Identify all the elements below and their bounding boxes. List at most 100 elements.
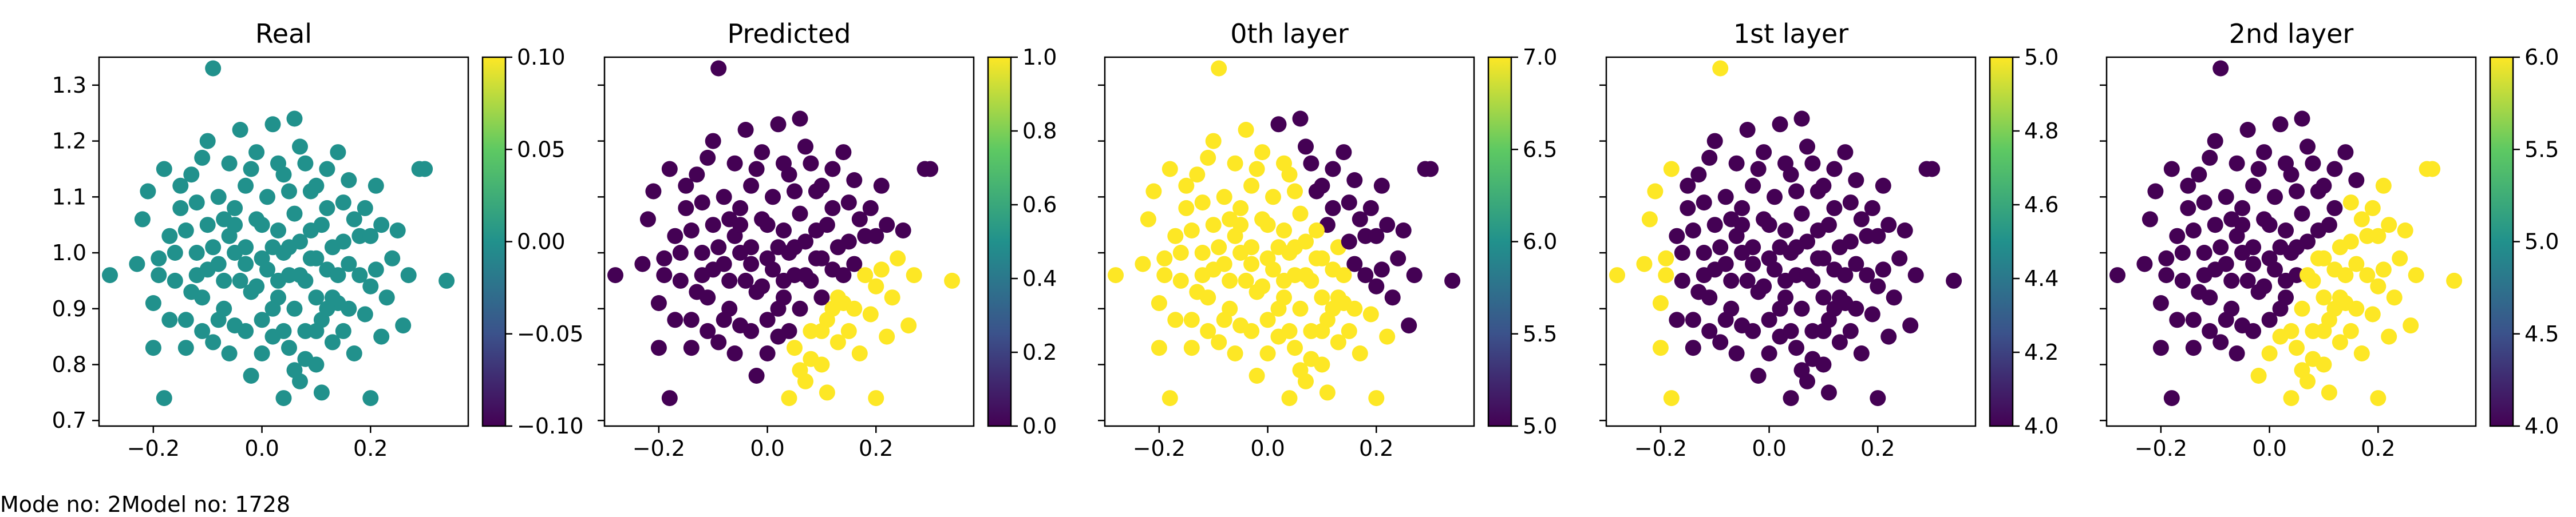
scatter-point [2207,217,2223,233]
scatter-point [672,245,689,261]
scatter-point [1658,267,1674,284]
scatter-point [1783,390,1799,407]
scatter-point [1745,177,1761,194]
scatter-point [2267,189,2283,205]
scatter-point [1831,289,1848,306]
scatter-point [2326,200,2343,216]
scatter-point [145,295,161,311]
scatter-point [1325,161,1341,177]
colorbar-tick-label: 6.0 [2524,45,2559,70]
x-tick-label: 0.0 [1250,436,1285,461]
scatter-point [1793,300,1810,317]
colorbar-tick-label: 1.0 [1022,45,1057,70]
scatter-point [1837,144,1854,161]
scatter-point [341,256,357,272]
scatter-point [1379,217,1396,233]
x-tick-label: −0.2 [1133,436,1186,461]
scatter-point [357,306,373,323]
colorbar-tick-label: −0.05 [517,321,583,347]
scatter-point [1232,200,1249,216]
scatter-point [1205,133,1222,149]
scatter-point [1357,267,1374,284]
scatter-point [710,239,727,256]
scatter-point [759,312,776,328]
scatter-point [1292,110,1309,127]
scatter-point [1298,267,1314,284]
scatter-point [1211,334,1227,351]
scatter-point [835,267,852,284]
scatter-point [129,256,145,272]
scatter-point [275,323,292,339]
scatter-point [1696,194,1712,211]
colorbar-tick-label: 5.5 [2524,137,2559,162]
scatter-point [1777,155,1793,172]
scatter-point [210,189,227,205]
scatter-point [721,272,738,289]
scatter-point [694,245,710,261]
scatter-point [368,177,384,194]
scatter-point [1423,161,1439,177]
scatter-point [140,183,156,200]
panel-title: 0th layer [1230,18,1349,49]
scatter-point [2348,300,2365,317]
scatter-point [2169,228,2186,244]
scatter-point [1745,256,1761,272]
scatter-point [259,189,275,205]
scatter-point [1243,323,1260,339]
scatter-point [765,189,781,205]
x-tick-label: 0.2 [2361,436,2395,461]
scatter-point [330,144,346,161]
scatter-point [1663,161,1680,177]
scatter-point [1384,289,1401,306]
scatter-point [2174,272,2191,289]
scatter-point [1183,222,1200,238]
scatter-point [1848,300,1864,317]
scatter-point [216,272,232,289]
scatter-point [1167,228,1184,244]
scatter-point [765,261,781,278]
scatter-point [2261,217,2278,233]
scatter-point [787,340,803,356]
scatter-point [1270,300,1287,317]
scatter-point [1745,323,1761,339]
x-tick-label: 0.0 [2252,436,2286,461]
scatter-point [650,340,667,356]
scatter-point [1848,256,1864,272]
scatter-point [1820,384,1837,401]
scatter-point [378,289,395,306]
scatter-point [1183,340,1200,356]
scatter-point [1685,222,1701,238]
scatter-point [1227,155,1243,172]
scatter-point [1875,177,1891,194]
scatter-point [748,368,765,384]
scatter-point [868,390,884,407]
scatter-point [2239,122,2256,138]
scatter-point [639,211,656,228]
scatter-point [2337,267,2354,284]
scatter-point [2256,144,2273,161]
y-tick-label: 1.1 [52,184,86,209]
scatter-point [607,267,623,284]
scatter-point [389,222,406,238]
scatter-point [1401,317,1417,334]
scatter-point [2169,312,2186,328]
scatter-point [824,161,841,177]
scatter-point [2381,217,2397,233]
footer-label: Mode no: 2Model no: 1728 [0,492,291,517]
scatter-point [264,116,281,133]
scatter-point [2212,60,2229,77]
scatter-point [787,183,803,200]
y-tick-label: 0.7 [52,408,86,433]
scatter-point [2294,110,2310,127]
scatter-point [151,267,167,284]
colorbar-tick-label: 4.0 [2524,413,2559,439]
scatter-point [754,278,771,295]
scatter-point [335,323,351,339]
scatter-point [705,217,721,233]
colorbar-tick-label: 0.4 [1022,266,1057,291]
scatter-point [2158,250,2175,267]
scatter-point [2218,312,2234,328]
scatter-point [1379,328,1396,345]
scatter-point [2234,200,2251,216]
scatter-point [2353,211,2370,228]
